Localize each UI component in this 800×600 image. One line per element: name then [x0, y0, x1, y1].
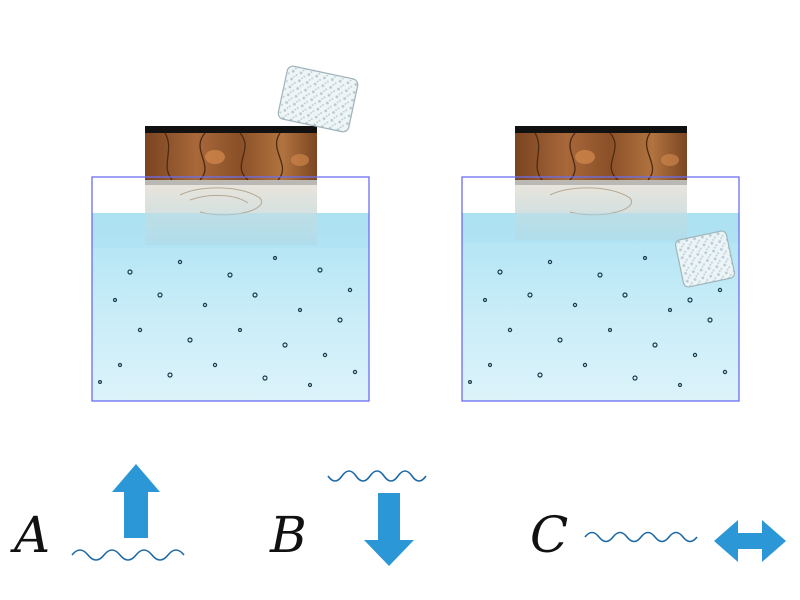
option-c-wave [584, 531, 698, 543]
option-a-wave [71, 549, 185, 561]
left-bubbles [97, 255, 358, 388]
left-tank-group [91, 65, 370, 402]
right-bubbles [468, 255, 728, 388]
left-ice-cube-icon [277, 65, 359, 133]
left-wooden-block [145, 126, 317, 245]
option-c[interactable] [584, 520, 786, 562]
option-b-wave [327, 470, 427, 482]
option-c-letter: C [530, 506, 569, 564]
right-tank-group [461, 126, 740, 402]
right-tank-outline [461, 176, 740, 402]
option-b-letter: B [270, 506, 307, 564]
right-ice-cube-icon [674, 230, 736, 288]
right-wooden-block [515, 126, 687, 240]
arrow-down-icon [364, 493, 414, 566]
arrow-left-right-icon [714, 520, 786, 562]
left-tank-outline [91, 176, 370, 402]
option-a[interactable] [71, 464, 185, 561]
option-a-letter: A [14, 506, 51, 564]
arrow-up-icon [112, 464, 160, 538]
option-b[interactable] [327, 470, 427, 566]
